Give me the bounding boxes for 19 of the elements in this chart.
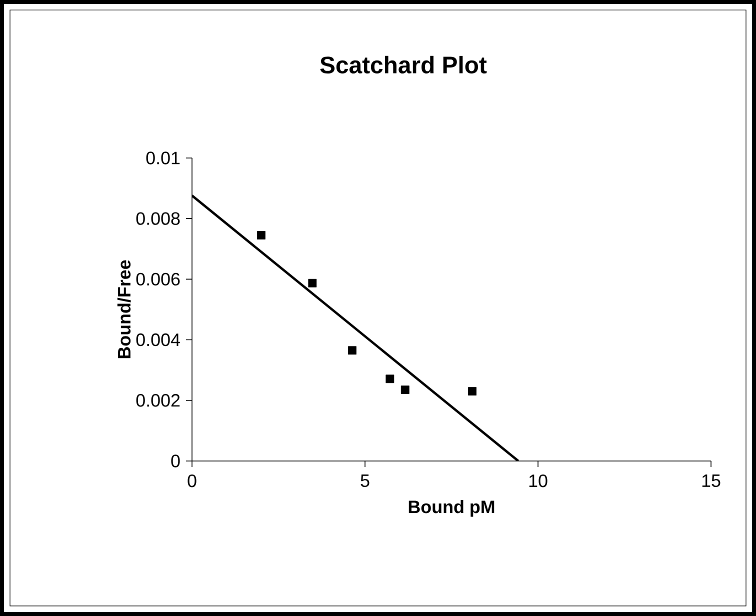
y-tick-label: 0: [171, 454, 180, 468]
y-tick-label: 0.002: [136, 394, 180, 407]
point: [468, 387, 476, 396]
y-tick-label: 0.01: [146, 152, 180, 164]
point: [257, 231, 266, 240]
point: [348, 346, 356, 355]
point: [386, 374, 394, 384]
x-tick-label: 10: [529, 474, 548, 488]
x-tick-label: 15: [702, 474, 720, 488]
y-axis-title: Bound/Free: [117, 260, 131, 358]
chart-title: Scatchard Plot: [320, 56, 487, 74]
y-tick-label: 0.004: [136, 333, 180, 346]
x-tick-label: 5: [360, 474, 370, 488]
x-axis-title: Bound pM: [408, 500, 494, 517]
point: [400, 386, 410, 394]
x-tick-label: 0: [188, 474, 196, 488]
y-tick-label: 0.006: [136, 272, 180, 286]
point: [308, 278, 317, 288]
y-tick-label: 0.008: [136, 212, 180, 225]
